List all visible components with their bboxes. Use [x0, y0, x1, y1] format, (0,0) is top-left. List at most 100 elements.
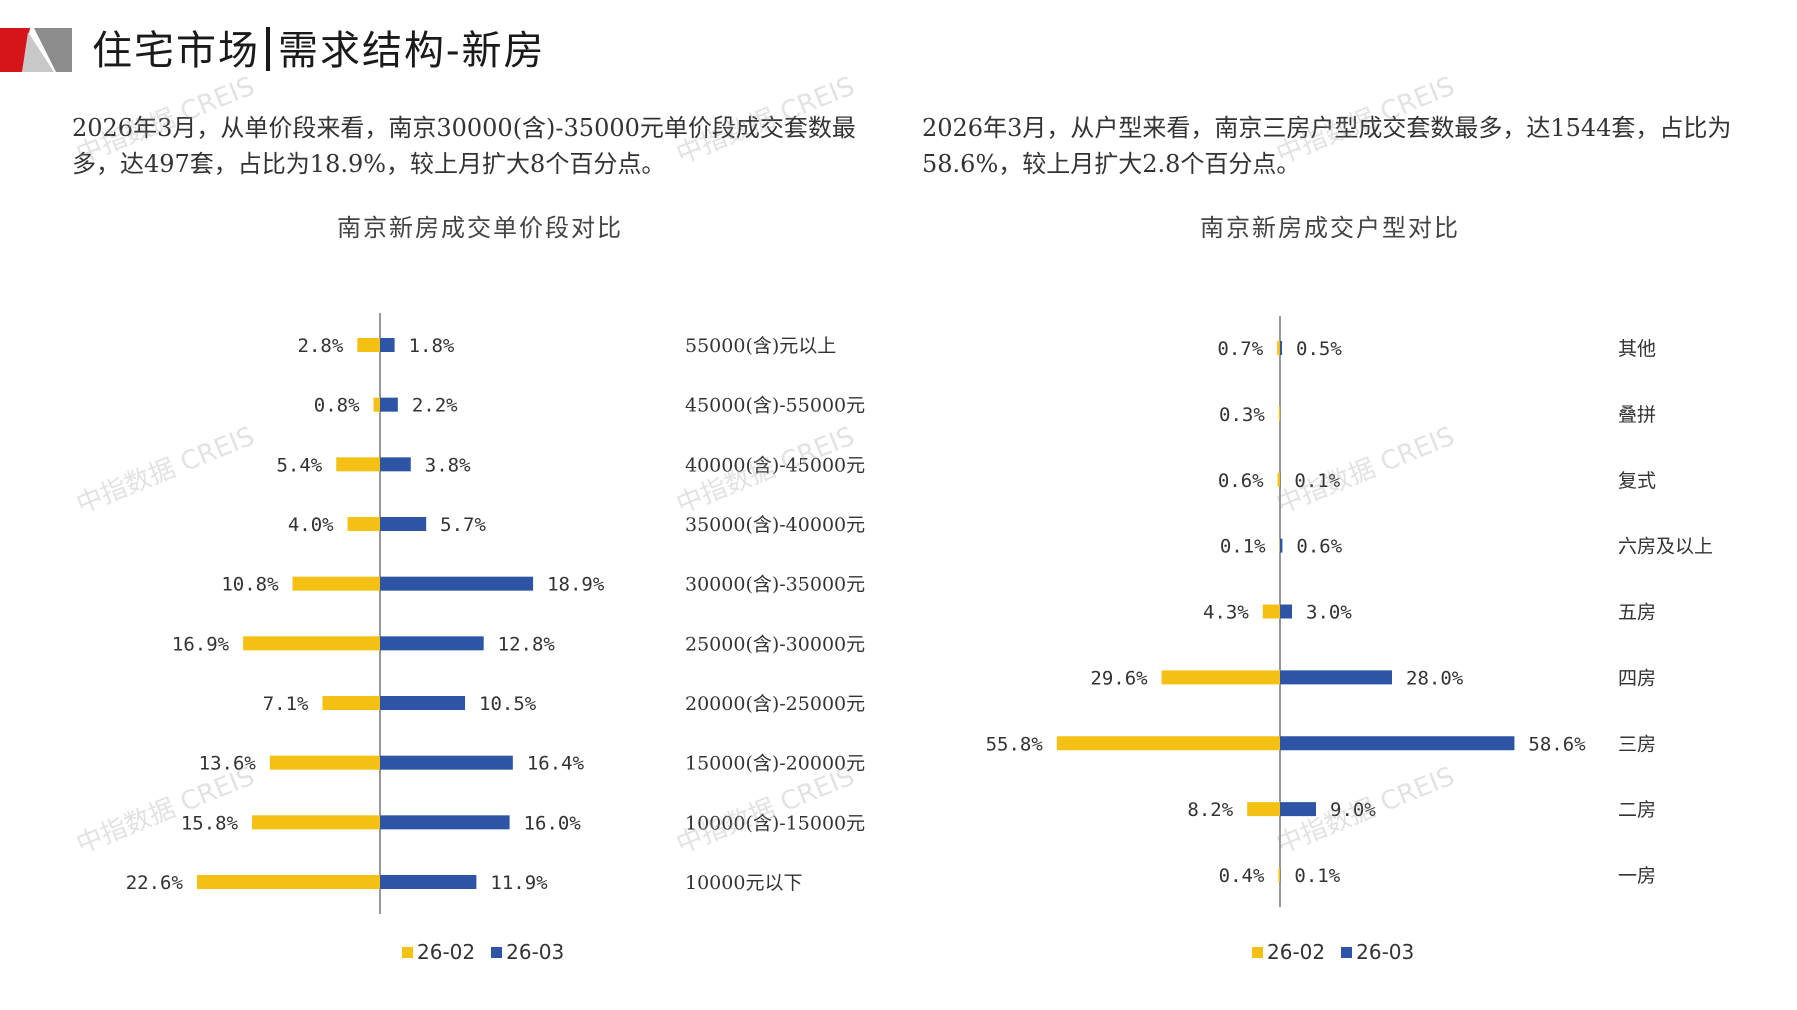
legend-label-curr: 26-03 — [506, 940, 565, 964]
bar-curr — [380, 397, 398, 412]
category-label: 五房 — [1618, 602, 1656, 624]
data-label-prev: 0.1% — [1220, 536, 1266, 558]
legend-label-prev: 26-02 — [417, 940, 476, 964]
legend-layout: 26-02 26-03 — [1252, 940, 1430, 964]
data-label-curr: 0.1% — [1294, 865, 1340, 887]
data-label-curr: 16.4% — [527, 753, 585, 775]
data-label-prev: 0.8% — [314, 395, 360, 417]
bar-curr — [1280, 670, 1392, 685]
legend-item-curr: 26-03 — [491, 940, 564, 964]
bar-prev — [252, 815, 380, 830]
logo-gray-shape — [34, 28, 72, 72]
bar-curr — [380, 696, 466, 710]
data-label-prev: 16.9% — [172, 633, 230, 655]
page-title-section: 住宅市场 — [92, 28, 260, 74]
data-label-prev: 2.8% — [298, 335, 344, 357]
title-separator — [266, 27, 270, 71]
bar-prev — [322, 696, 380, 710]
chart-title-layout: 南京新房成交户型对比 — [1200, 214, 1460, 242]
bar-prev — [1262, 604, 1280, 619]
legend-price: 26-02 26-03 — [402, 940, 580, 964]
data-label-prev: 5.4% — [276, 454, 322, 476]
layout-type-chart: 0.7% 0.5% 其他 0.3% 叠拼 0.6% 0.1% 复式 0.1% 0.6% 六房及以上 4… — [986, 316, 1713, 907]
data-label-curr: 0.6% — [1296, 536, 1342, 558]
data-label-curr: 2.2% — [412, 395, 458, 417]
legend-label-prev: 26-02 — [1267, 940, 1326, 964]
bar-curr — [380, 875, 477, 889]
data-label-curr: 16.0% — [524, 812, 582, 834]
legend-item-prev: 26-02 — [1252, 940, 1325, 964]
bar-curr — [380, 576, 534, 591]
data-label-curr: 28.0% — [1406, 667, 1464, 689]
category-label: 一房 — [1618, 865, 1656, 887]
category-label: 35000(含)-40000元 — [685, 514, 865, 536]
data-label-prev: 10.8% — [221, 574, 279, 596]
data-label-prev: 22.6% — [126, 872, 184, 894]
legend-swatch-prev — [402, 947, 413, 958]
bar-curr — [1280, 736, 1515, 751]
category-label: 10000元以下 — [685, 872, 802, 894]
category-label: 40000(含)-45000元 — [685, 454, 865, 476]
bar-prev — [373, 397, 380, 412]
category-label: 15000(含)-20000元 — [685, 753, 865, 775]
legend-swatch-curr — [491, 947, 503, 958]
bar-curr — [1280, 341, 1282, 355]
company-logo — [0, 28, 72, 72]
legend-item-prev: 26-02 — [402, 940, 475, 964]
bar-prev — [1277, 341, 1280, 355]
logo-red-shape — [0, 28, 30, 72]
bar-prev — [243, 636, 380, 651]
category-label: 叠拼 — [1618, 404, 1656, 426]
data-label-prev: 13.6% — [199, 753, 257, 775]
bar-prev — [357, 338, 380, 352]
bar-prev — [1056, 736, 1280, 751]
bar-prev — [1247, 802, 1280, 817]
data-label-curr: 0.5% — [1296, 338, 1342, 360]
category-label: 三房 — [1618, 733, 1656, 755]
legend-item-curr: 26-03 — [1341, 940, 1414, 964]
data-label-curr: 9.0% — [1330, 799, 1376, 821]
data-label-prev: 15.8% — [181, 812, 239, 834]
data-label-prev: 0.6% — [1218, 470, 1264, 492]
legend-label-curr: 26-03 — [1356, 940, 1415, 964]
chart-title-price: 南京新房成交单价段对比 — [337, 214, 623, 242]
bar-prev — [347, 517, 380, 531]
bar-prev — [1161, 670, 1280, 685]
category-label: 45000(含)-55000元 — [685, 395, 865, 417]
data-label-prev: 7.1% — [263, 693, 309, 715]
bar-curr — [380, 636, 484, 651]
page-title: 住宅市场 需求结构-新房 — [92, 18, 546, 76]
category-label: 20000(含)-25000元 — [685, 693, 865, 715]
category-label: 四房 — [1618, 667, 1656, 689]
bar-curr — [1280, 604, 1292, 619]
bar-curr — [380, 517, 427, 531]
data-label-prev: 0.7% — [1217, 338, 1263, 360]
data-label-curr: 12.8% — [498, 633, 556, 655]
data-label-prev: 4.3% — [1203, 602, 1249, 624]
category-label: 六房及以上 — [1618, 536, 1713, 558]
bar-prev — [1278, 868, 1280, 882]
data-label-curr: 18.9% — [547, 574, 605, 596]
data-label-prev: 8.2% — [1187, 799, 1233, 821]
summary-layout-text: 2026年3月，从户型来看，南京三房户型成交套数最多，达1544套，占比为58.… — [922, 114, 1732, 178]
bar-curr — [380, 457, 411, 472]
data-label-curr: 1.8% — [409, 335, 455, 357]
summary-price-text: 2026年3月，从单价段来看，南京30000(含)-35000元单价段成交套数最… — [72, 114, 856, 178]
legend-swatch-curr — [1341, 947, 1353, 958]
category-label: 复式 — [1618, 470, 1656, 492]
data-label-prev: 29.6% — [1090, 667, 1148, 689]
data-label-curr: 3.8% — [425, 454, 471, 476]
data-label-curr: 3.0% — [1306, 602, 1352, 624]
bar-curr — [380, 755, 513, 770]
data-label-curr: 11.9% — [490, 872, 548, 894]
bar-curr — [1280, 802, 1316, 817]
bar-prev — [269, 755, 380, 770]
data-label-prev: 55.8% — [986, 733, 1044, 755]
category-label: 其他 — [1618, 338, 1656, 360]
bar-prev — [292, 576, 380, 591]
data-label-curr: 58.6% — [1528, 733, 1586, 755]
bar-prev — [1277, 472, 1280, 487]
data-label-prev: 4.0% — [288, 514, 334, 536]
bar-prev — [196, 875, 380, 889]
data-label-curr: 0.1% — [1294, 470, 1340, 492]
